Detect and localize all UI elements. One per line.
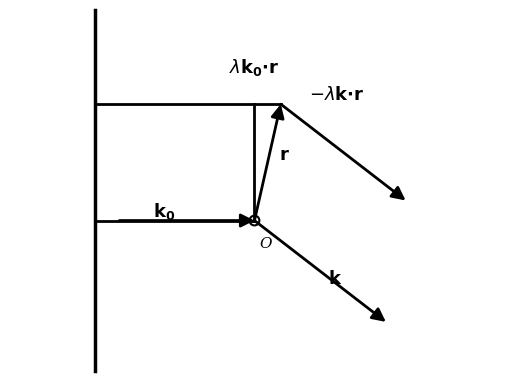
Text: O: O [259, 237, 271, 251]
Text: $\mathbf{k}$: $\mathbf{k}$ [328, 270, 342, 288]
Text: $-\lambda\mathbf{k{\cdot}r}$: $-\lambda\mathbf{k{\cdot}r}$ [309, 86, 364, 104]
Text: $\mathbf{k_0}$: $\mathbf{k_0}$ [153, 201, 176, 222]
Text: $\lambda\mathbf{k_0{\cdot}r}$: $\lambda\mathbf{k_0{\cdot}r}$ [229, 57, 280, 78]
Text: $\mathbf{r}$: $\mathbf{r}$ [279, 146, 290, 164]
